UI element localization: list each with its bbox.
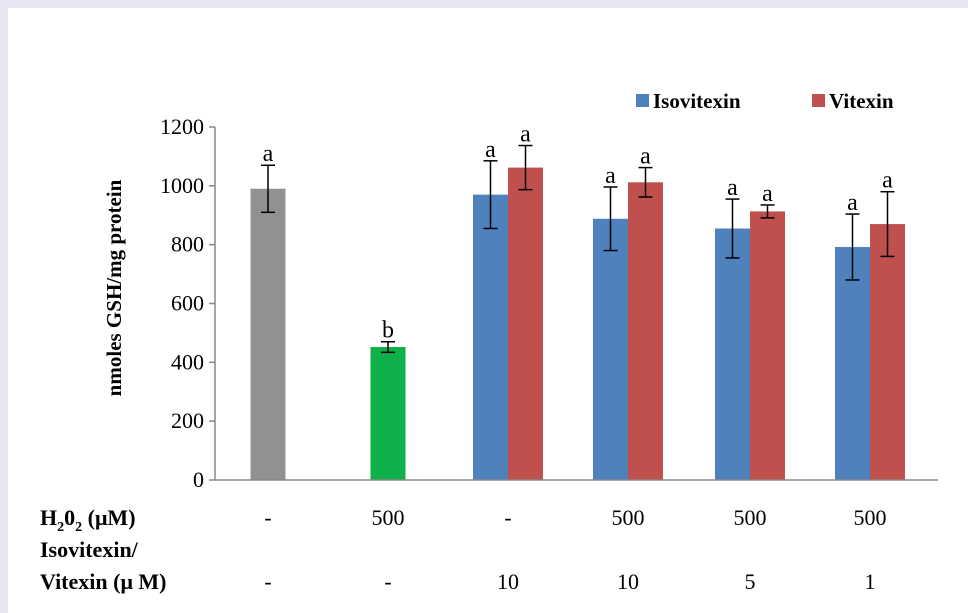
table-value-r1-c0: - <box>264 569 271 594</box>
significance-label-8: a <box>847 190 858 216</box>
row-label-h2o2-sub1: 2 <box>57 520 64 535</box>
y-tick-label-3: 600 <box>171 291 204 316</box>
legend-swatch-isovitexin <box>636 94 649 107</box>
significance-label-9: a <box>882 168 893 194</box>
row-label-compound-line2: Vitexin (μ M) <box>40 569 167 594</box>
y-tick-label-2: 400 <box>171 349 204 374</box>
table-value-r1-c2: 10 <box>497 569 519 594</box>
significance-label-1: b <box>382 318 394 344</box>
bar-5 <box>628 182 663 480</box>
row-label-h2o2-main: H <box>40 505 57 530</box>
y-tick-label-4: 800 <box>171 232 204 257</box>
row-label-h2o2: H202 (μM) <box>40 505 136 535</box>
table-value-r1-c4: 5 <box>745 569 756 594</box>
table-value-r0-c0: - <box>264 505 271 530</box>
legend-swatch-vitexin <box>812 94 825 107</box>
bar-0 <box>250 188 286 480</box>
table-value-r0-c2: - <box>504 505 511 530</box>
bar-3 <box>508 167 543 480</box>
significance-label-6: a <box>727 175 738 201</box>
row-label-h2o2-mid: 0 <box>64 505 75 530</box>
significance-label-4: a <box>605 163 616 189</box>
row-label-compound-line1: Isovitexin/ <box>40 537 139 562</box>
table-value-r1-c1: - <box>384 569 391 594</box>
bar-6 <box>715 228 750 480</box>
bar-8 <box>835 247 870 480</box>
bar-4 <box>593 218 628 480</box>
significance-label-3: a <box>520 122 531 148</box>
bar-2 <box>473 194 508 481</box>
bar-1 <box>370 347 406 480</box>
significance-label-7: a <box>762 181 773 207</box>
y-axis-label: nmoles GSH/mg protein <box>102 179 126 396</box>
y-tick-label-5: 1000 <box>160 173 204 198</box>
table-value-r0-c5: 500 <box>854 505 887 530</box>
row-label-h2o2-sub2: 2 <box>75 520 82 535</box>
legend-label-vitexin: Vitexin <box>829 89 894 113</box>
table-value-r1-c3: 10 <box>617 569 639 594</box>
y-tick-label-0: 0 <box>193 467 204 492</box>
significance-label-5: a <box>640 144 651 170</box>
bar-7 <box>750 211 785 480</box>
table-value-r0-c3: 500 <box>612 505 645 530</box>
table-value-r0-c4: 500 <box>734 505 767 530</box>
table-value-r1-c5: 1 <box>865 569 876 594</box>
y-tick-label-1: 200 <box>171 408 204 433</box>
legend: Isovitexin Vitexin <box>636 89 894 113</box>
row-label-h2o2-tail: (μM) <box>82 505 135 530</box>
legend-label-isovitexin: Isovitexin <box>653 89 741 113</box>
table-value-r0-c1: 500 <box>372 505 405 530</box>
y-tick-label-6: 1200 <box>160 114 204 139</box>
bar-9 <box>870 224 905 480</box>
significance-label-0: a <box>263 141 274 167</box>
significance-label-2: a <box>485 137 496 163</box>
